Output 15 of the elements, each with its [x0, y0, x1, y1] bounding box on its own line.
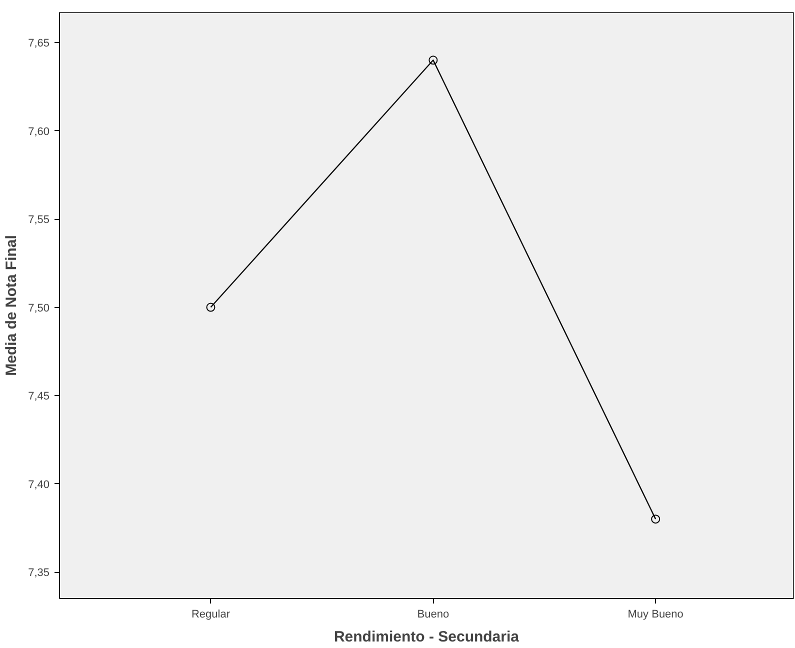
- y-tick-label: 7,45: [28, 390, 50, 403]
- y-tick-label: 7,40: [28, 478, 50, 491]
- y-tick-label: 7,65: [28, 38, 50, 50]
- y-tick-label: 7,35: [28, 567, 50, 580]
- y-tick-label: 7,55: [28, 214, 50, 226]
- y-tick-label: 7,50: [28, 302, 50, 314]
- y-tick-label: 7,60: [28, 126, 50, 138]
- x-axis-title: Rendimiento - Secundaria: [334, 628, 520, 646]
- x-tick-label: Bueno: [417, 608, 450, 620]
- point: [428, 56, 438, 65]
- x-tick-label: Regular: [191, 608, 230, 620]
- x-tick-label: Muy Bueno: [628, 608, 684, 620]
- point: [206, 302, 216, 312]
- y-axis-title: Media de Nota Final: [3, 235, 20, 376]
- point: [651, 514, 660, 524]
